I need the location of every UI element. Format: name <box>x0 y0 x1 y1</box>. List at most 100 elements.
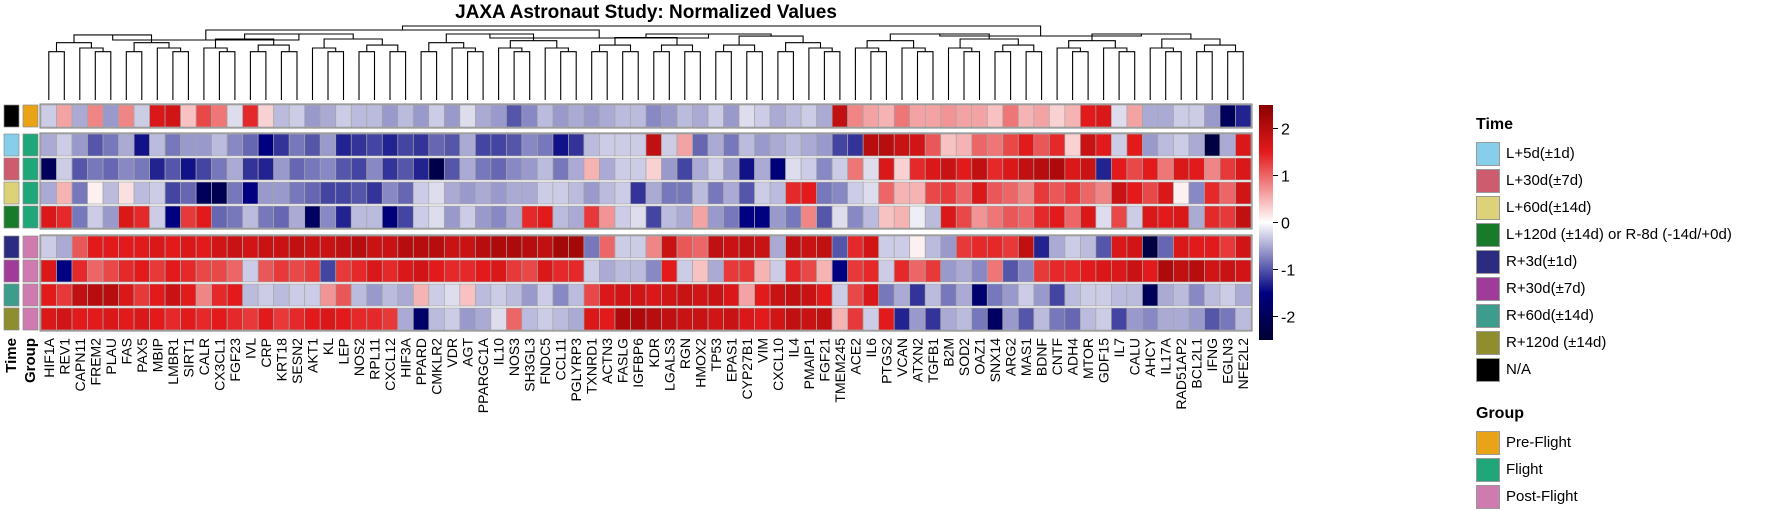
heatmap-cell <box>288 307 306 331</box>
heatmap-cell <box>847 157 864 181</box>
heatmap-cell <box>940 181 957 205</box>
time-legend-item: L+5d(±1d) <box>1476 140 1766 167</box>
heatmap-cell <box>381 307 399 331</box>
heatmap-cell <box>273 181 290 205</box>
heatmap-cell <box>831 283 849 307</box>
gene-label: FREM2 <box>87 338 103 386</box>
heatmap-cell <box>71 104 88 128</box>
heatmap-cell <box>692 283 709 307</box>
heatmap-cell <box>118 205 135 229</box>
heatmap-cell <box>521 133 538 157</box>
heatmap-cell <box>940 157 957 181</box>
heatmap-cell <box>1002 181 1019 205</box>
heatmap-cell <box>1002 307 1019 331</box>
time-legend-label: L+120d (±14d) or R-8d (-14d/+0d) <box>1506 226 1732 243</box>
heatmap-cell <box>1188 133 1205 157</box>
heatmap-cell <box>195 133 212 157</box>
heatmap-cell <box>1048 307 1066 331</box>
heatmap-cell <box>738 259 755 283</box>
group-legend-swatch <box>1476 457 1500 482</box>
heatmap-cell <box>180 104 197 128</box>
heatmap-cell <box>71 157 88 181</box>
heatmap-cell <box>1111 104 1128 128</box>
heatmap-cell <box>87 104 104 128</box>
gene-label: CRP <box>258 338 274 368</box>
gene-label: MBIP <box>149 338 165 372</box>
time-annotation-cell <box>3 205 20 229</box>
heatmap-cell <box>552 205 569 229</box>
heatmap-cell <box>1095 259 1112 283</box>
heatmap-cell <box>630 181 647 205</box>
heatmap-cell <box>537 205 554 229</box>
gene-label: B2M <box>941 338 957 367</box>
heatmap-cell <box>521 283 538 307</box>
heatmap-cell <box>226 283 244 307</box>
heatmap-cell <box>785 157 802 181</box>
legend-group-list: Pre-Flight Flight Post-Flight <box>1476 429 1766 510</box>
heatmap-cell <box>707 133 724 157</box>
heatmap-cell <box>87 307 104 331</box>
heatmap-cell <box>397 133 414 157</box>
heatmap-cell <box>1204 181 1221 205</box>
dendrogram-branch <box>1072 51 1089 66</box>
heatmap-cell <box>257 205 275 229</box>
heatmap-cell <box>847 235 864 259</box>
dendrogram-branch <box>451 47 476 66</box>
heatmap-cell <box>242 205 259 229</box>
heatmap-cell <box>242 133 259 157</box>
heatmap-cell <box>71 133 88 157</box>
dendrogram-branch <box>509 40 558 48</box>
time-annotation-cell <box>3 259 20 283</box>
heatmap-cell <box>1017 181 1035 205</box>
heatmap-cell <box>87 133 104 157</box>
time-legend-swatch <box>1476 330 1500 355</box>
heatmap-cell <box>133 133 150 157</box>
heatmap-cell <box>443 205 461 229</box>
gene-label: FAS <box>118 338 134 364</box>
heatmap-cell <box>475 283 492 307</box>
heatmap-cell <box>366 133 383 157</box>
heatmap-cell <box>692 104 709 128</box>
heatmap-cell <box>909 235 926 259</box>
heatmap-cell <box>226 205 244 229</box>
gene-label: IL10 <box>491 338 507 365</box>
heatmap-cell <box>909 283 926 307</box>
heatmap-cell <box>645 133 662 157</box>
time-legend-swatch <box>1476 195 1500 220</box>
dendrogram-branch <box>1002 44 1035 52</box>
heatmap-cell <box>614 259 631 283</box>
heatmap-cell <box>1157 205 1174 229</box>
heatmap-cell <box>288 104 306 128</box>
heatmap-cell <box>87 157 104 181</box>
heatmap-cell <box>754 283 771 307</box>
heatmap-cell <box>645 307 662 331</box>
heatmap-cell <box>180 205 197 229</box>
heatmap-cell <box>133 283 150 307</box>
heatmap-cell <box>1017 307 1035 331</box>
gene-label: EGLN3 <box>1220 338 1236 384</box>
heatmap-cell <box>986 133 1004 157</box>
heatmap-block-frame <box>39 103 1253 129</box>
heatmap-cell <box>195 181 212 205</box>
heatmap-cell <box>1173 181 1190 205</box>
heatmap-cell <box>490 235 507 259</box>
dendrogram-branch <box>513 51 531 66</box>
group-legend-label: Pre-Flight <box>1506 434 1572 451</box>
gene-label: KL <box>320 338 336 355</box>
heatmap-cell <box>1064 157 1081 181</box>
gene-label: ADH4 <box>1065 338 1081 376</box>
heatmap-cell <box>288 157 306 181</box>
heatmap-cell <box>1033 283 1050 307</box>
dendrogram-branch <box>598 44 632 52</box>
heatmap-cell <box>102 259 119 283</box>
time-legend-label: L+30d(±7d) <box>1506 172 1584 189</box>
heatmap-cell <box>149 104 166 128</box>
heatmap-cell <box>692 133 709 157</box>
heatmap-cell <box>1048 181 1066 205</box>
heatmap-cell <box>490 205 507 229</box>
heatmap-cell <box>180 133 197 157</box>
heatmap-cell <box>412 133 430 157</box>
heatmap-cell <box>1204 259 1221 283</box>
heatmap-cell <box>738 181 755 205</box>
heatmap-cell <box>769 259 786 283</box>
